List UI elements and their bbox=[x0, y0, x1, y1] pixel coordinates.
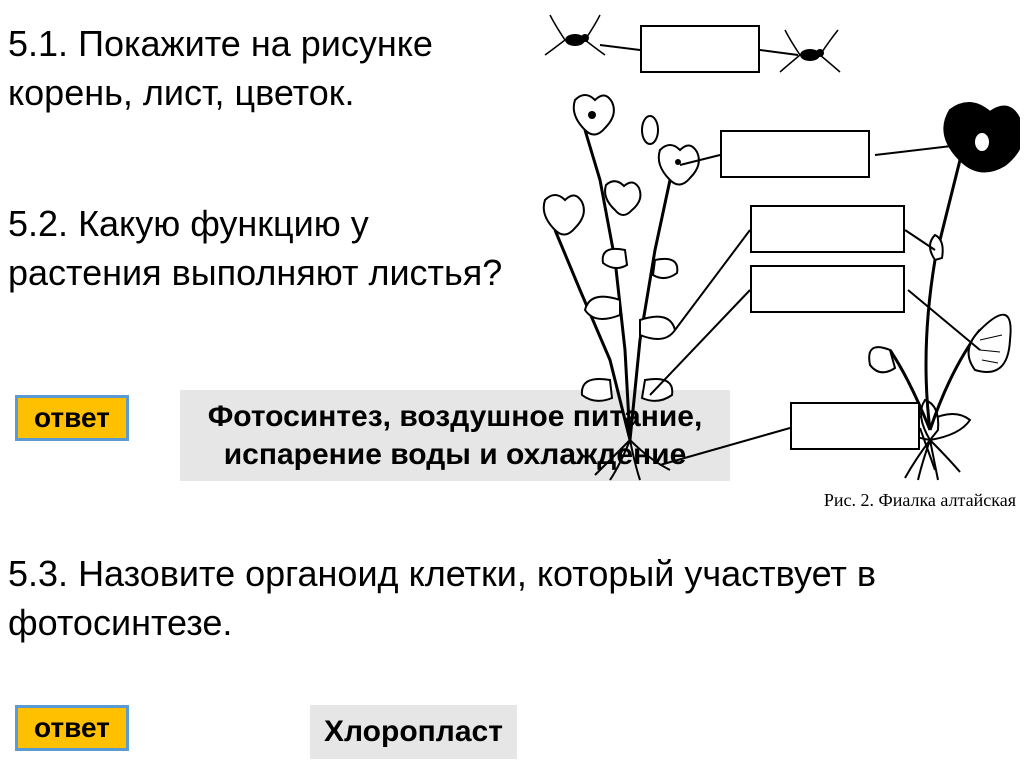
insect-right-icon bbox=[780, 30, 840, 72]
question-text: 5.3. bbox=[8, 553, 68, 594]
label-box bbox=[750, 265, 905, 313]
answer-button-1[interactable]: ответ bbox=[15, 395, 129, 441]
question-5-2: 5.2. Какую функцию у растения выполняют … bbox=[8, 200, 528, 297]
label-box bbox=[720, 130, 870, 178]
question-5-3: 5.3. Назовите органоид клетки, который у… bbox=[8, 550, 1008, 647]
pointer-line bbox=[675, 230, 750, 330]
pointer-line bbox=[600, 45, 640, 50]
question-text: 5.1. bbox=[8, 23, 68, 64]
label-box bbox=[750, 205, 905, 253]
label-box bbox=[790, 402, 920, 450]
left-plant-icon bbox=[544, 95, 699, 480]
pointer-line bbox=[660, 428, 790, 465]
pointer-line bbox=[908, 290, 980, 350]
pointer-line bbox=[875, 145, 960, 155]
answer-button-2[interactable]: ответ bbox=[15, 705, 129, 751]
question-text: Назовите органоид клетки, который участв… bbox=[8, 553, 876, 643]
question-text: Какую функцию у растения выполняют листь… bbox=[8, 203, 502, 293]
pointer-line bbox=[760, 50, 798, 55]
insect-left-icon bbox=[545, 15, 605, 55]
pointer-line bbox=[650, 290, 750, 395]
question-text: Покажите на рисунке корень, лист, цветок… bbox=[8, 23, 433, 113]
question-text: 5.2. bbox=[8, 203, 68, 244]
label-box bbox=[640, 25, 760, 73]
question-5-1: 5.1. Покажите на рисунке корень, лист, ц… bbox=[8, 20, 508, 117]
answer-box-2: Хлоропласт bbox=[310, 705, 517, 759]
plant-diagram bbox=[540, 0, 1020, 540]
figure-caption: Рис. 2. Фиалка алтайская bbox=[824, 490, 1016, 511]
